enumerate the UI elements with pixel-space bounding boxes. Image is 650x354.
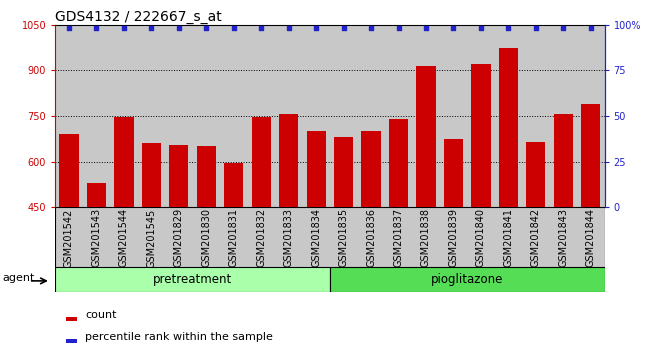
Point xyxy=(146,25,157,31)
Text: GSM201838: GSM201838 xyxy=(421,208,431,267)
Bar xyxy=(142,143,161,207)
Bar xyxy=(66,339,77,343)
Text: GSM201835: GSM201835 xyxy=(339,208,348,267)
Point xyxy=(91,25,101,31)
Text: GDS4132 / 222667_s_at: GDS4132 / 222667_s_at xyxy=(55,10,222,24)
Point xyxy=(448,25,459,31)
Bar xyxy=(389,119,408,207)
Text: GSM201840: GSM201840 xyxy=(476,208,486,267)
Bar xyxy=(334,137,353,207)
Bar xyxy=(279,114,298,207)
Text: pioglitazone: pioglitazone xyxy=(431,273,503,286)
Point xyxy=(119,25,129,31)
Bar xyxy=(499,47,518,207)
Text: GSM201841: GSM201841 xyxy=(503,208,514,267)
Text: GSM201842: GSM201842 xyxy=(531,208,541,267)
Bar xyxy=(417,66,436,207)
Text: GSM201833: GSM201833 xyxy=(283,208,294,267)
Bar xyxy=(197,146,216,207)
Text: GSM201839: GSM201839 xyxy=(448,208,458,267)
Text: GSM201829: GSM201829 xyxy=(174,208,184,267)
Text: agent: agent xyxy=(3,273,35,284)
Point xyxy=(229,25,239,31)
Text: GSM201544: GSM201544 xyxy=(119,208,129,267)
Text: pretreatment: pretreatment xyxy=(153,273,232,286)
Point xyxy=(311,25,321,31)
Text: GSM201831: GSM201831 xyxy=(229,208,239,267)
Point xyxy=(366,25,376,31)
Point xyxy=(201,25,211,31)
Bar xyxy=(114,118,133,207)
Text: GSM201545: GSM201545 xyxy=(146,208,157,268)
Bar xyxy=(66,317,77,321)
Bar xyxy=(330,267,604,292)
Text: GSM201543: GSM201543 xyxy=(92,208,101,267)
Bar xyxy=(55,207,604,267)
Point xyxy=(476,25,486,31)
Point xyxy=(503,25,514,31)
Text: count: count xyxy=(85,310,117,320)
Bar xyxy=(224,163,243,207)
Point xyxy=(174,25,184,31)
Text: GSM201843: GSM201843 xyxy=(558,208,568,267)
Bar xyxy=(87,183,106,207)
Text: GSM201542: GSM201542 xyxy=(64,208,74,268)
Text: GSM201830: GSM201830 xyxy=(202,208,211,267)
Point xyxy=(530,25,541,31)
Point xyxy=(256,25,266,31)
Bar xyxy=(444,139,463,207)
Point xyxy=(393,25,404,31)
Point xyxy=(421,25,431,31)
Point xyxy=(283,25,294,31)
Bar xyxy=(554,114,573,207)
Bar xyxy=(252,118,271,207)
Text: GSM201844: GSM201844 xyxy=(586,208,596,267)
Bar xyxy=(55,267,330,292)
Text: percentile rank within the sample: percentile rank within the sample xyxy=(85,332,274,342)
Bar xyxy=(471,64,491,207)
Bar xyxy=(361,131,381,207)
Point xyxy=(558,25,569,31)
Point xyxy=(586,25,596,31)
Bar xyxy=(581,104,601,207)
Text: GSM201832: GSM201832 xyxy=(256,208,266,267)
Bar xyxy=(59,134,79,207)
Bar xyxy=(526,142,545,207)
Bar xyxy=(307,131,326,207)
Text: GSM201836: GSM201836 xyxy=(366,208,376,267)
Point xyxy=(64,25,74,31)
Text: GSM201834: GSM201834 xyxy=(311,208,321,267)
Bar xyxy=(169,145,188,207)
Text: GSM201837: GSM201837 xyxy=(393,208,404,267)
Point xyxy=(339,25,349,31)
